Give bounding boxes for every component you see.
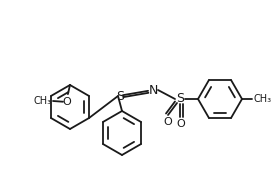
Text: CH₃: CH₃: [34, 96, 52, 106]
Text: S: S: [176, 93, 184, 105]
Text: S: S: [116, 90, 124, 104]
Text: O: O: [164, 117, 172, 127]
Text: CH₃: CH₃: [253, 94, 271, 104]
Text: N: N: [148, 84, 158, 97]
Text: O: O: [63, 97, 71, 107]
Text: O: O: [177, 119, 185, 129]
